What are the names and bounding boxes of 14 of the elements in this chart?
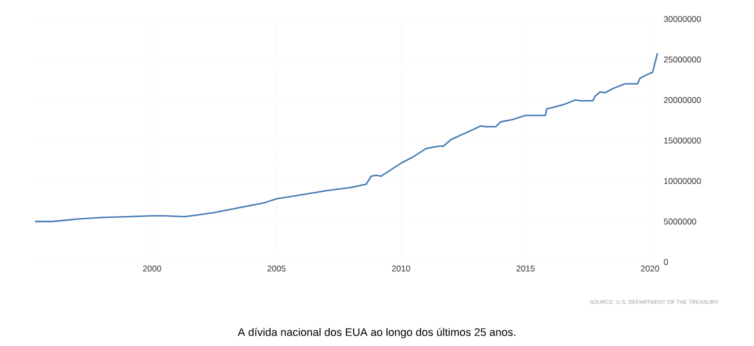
y-tick-label: 20000000 xyxy=(664,97,701,103)
text: A dívida nacional dos EUA ao longo dos últimos 25 anos. xyxy=(238,328,516,338)
x-tick-label: 2010 xyxy=(392,266,410,272)
y-tick-label: 25000000 xyxy=(664,56,701,62)
y-tick-label: 30000000 xyxy=(664,16,701,22)
y-tick-label: 5000000 xyxy=(664,218,696,224)
x-tick-label: 2000 xyxy=(143,266,162,272)
y-tick-label: 15000000 xyxy=(664,138,701,144)
line-series xyxy=(35,52,658,222)
y-tick-label: 0 xyxy=(664,259,668,265)
y-tick-label: 10000000 xyxy=(664,178,701,184)
x-tick-label: 2015 xyxy=(516,266,535,272)
x-tick-label: 2020 xyxy=(641,266,660,272)
x-tick-label: 2005 xyxy=(268,266,286,272)
